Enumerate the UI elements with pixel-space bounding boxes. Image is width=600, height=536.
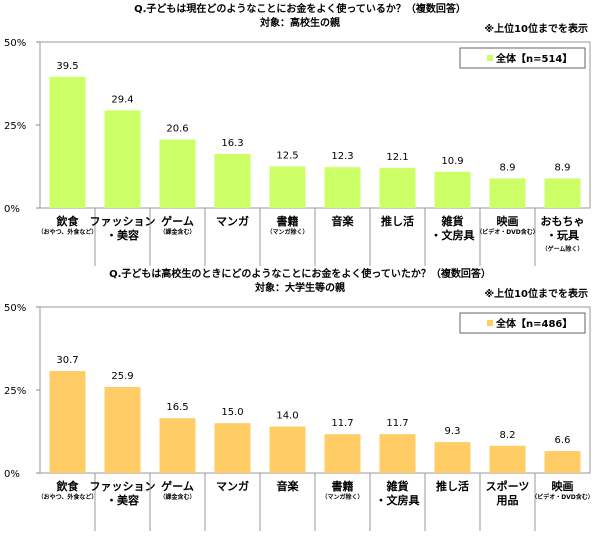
bar xyxy=(214,423,251,473)
y-tick-label: 25% xyxy=(4,386,26,397)
chart-title: Q.子どもは高校生のときにどのようなことにお金をよく使っていたか？（複数回答） xyxy=(109,267,491,280)
category-label: 雑貨 xyxy=(386,479,409,493)
bar xyxy=(214,153,251,208)
bar xyxy=(324,167,361,208)
data-label: 11.7 xyxy=(386,418,408,429)
y-tick-label: 0% xyxy=(4,204,20,215)
legend-label: 全体【n=514】 xyxy=(495,52,572,65)
bar xyxy=(49,371,86,473)
bar xyxy=(489,445,526,473)
category-label: おもちゃ xyxy=(541,215,585,228)
category-label: マンガ xyxy=(216,479,249,493)
bar xyxy=(434,442,471,473)
category-label: （おやつ、外食など） xyxy=(38,493,98,501)
data-label: 12.1 xyxy=(386,152,408,163)
category-label: 音楽 xyxy=(277,479,300,493)
category-label: （ビデオ・DVD含む） xyxy=(476,228,539,236)
legend-box xyxy=(459,47,586,69)
legend-label: 全体【n=486】 xyxy=(495,317,572,330)
bar xyxy=(544,451,581,473)
data-label: 25.9 xyxy=(111,371,133,382)
category-label: （課金含む） xyxy=(159,493,195,501)
bar xyxy=(379,167,416,208)
bar xyxy=(104,387,141,473)
data-label: 12.5 xyxy=(276,151,298,162)
category-label: （ゲーム除く） xyxy=(542,245,584,253)
category-label: 書籍 xyxy=(332,479,354,493)
category-label: スポーツ xyxy=(486,479,530,493)
bar xyxy=(379,434,416,473)
data-label: 15.0 xyxy=(221,407,243,418)
category-label: 書籍 xyxy=(277,214,299,228)
category-label: （課金含む） xyxy=(159,228,195,236)
legend-swatch xyxy=(487,320,493,326)
category-label: 飲食 xyxy=(56,479,80,493)
category-label: ・玩具 xyxy=(546,229,579,242)
y-tick-label: 50% xyxy=(4,38,26,49)
bar xyxy=(269,426,306,473)
category-label: 映画 xyxy=(552,479,574,493)
category-label: （おやつ、外食など） xyxy=(38,228,98,236)
category-label: 推し活 xyxy=(436,479,469,493)
category-label: 音楽 xyxy=(332,214,355,228)
category-label: 用品 xyxy=(497,494,519,507)
chart-subtitle: 対象：大学生等の親 xyxy=(254,281,345,294)
chart-title: Q.子どもは現在どのようなことにお金をよく使っているか？（複数回答） xyxy=(134,2,466,15)
bar xyxy=(269,166,306,208)
category-label: ・美容 xyxy=(106,228,139,242)
bar xyxy=(324,434,361,473)
category-label: ゲーム xyxy=(161,214,194,228)
data-label: 16.5 xyxy=(166,402,188,413)
bar xyxy=(434,171,471,208)
y-tick-label: 0% xyxy=(4,469,20,480)
category-label: 雑貨 xyxy=(441,214,464,228)
data-label: 9.3 xyxy=(445,426,461,437)
bar xyxy=(489,178,526,208)
bar xyxy=(49,76,86,208)
data-label: 6.6 xyxy=(555,435,571,446)
data-label: 12.3 xyxy=(331,151,353,162)
data-label: 11.7 xyxy=(331,418,353,429)
data-label: 39.5 xyxy=(56,61,78,72)
bar xyxy=(104,110,141,208)
bar xyxy=(159,139,196,208)
legend-swatch xyxy=(487,55,493,61)
category-label: ゲーム xyxy=(161,479,194,493)
category-label: マンガ xyxy=(216,214,249,228)
data-label: 10.9 xyxy=(441,156,463,167)
legend-box xyxy=(459,312,586,334)
data-label: 16.3 xyxy=(221,138,243,149)
category-label: ・美容 xyxy=(106,493,139,507)
category-label: 飲食 xyxy=(56,214,80,228)
category-label: ファッション xyxy=(90,215,156,228)
category-label: （マンガ除く） xyxy=(266,228,308,236)
y-tick-label: 25% xyxy=(4,121,26,132)
category-label: （ビデオ・DVD含む） xyxy=(531,493,594,501)
chart-subtitle: 対象：高校生の親 xyxy=(259,16,340,29)
data-label: 20.6 xyxy=(166,124,188,135)
category-label: ・文房具 xyxy=(431,228,475,242)
chart-note: ※上位10位までを表示 xyxy=(484,287,588,300)
legend: 全体【n=486】 xyxy=(459,312,586,334)
data-label: 30.7 xyxy=(56,355,78,366)
data-label: 8.2 xyxy=(500,430,516,441)
legend: 全体【n=514】 xyxy=(459,47,586,69)
data-label: 8.9 xyxy=(555,162,571,173)
data-label: 8.9 xyxy=(500,162,516,173)
chart-1: Q.子どもは現在どのようなことにお金をよく使っているか？（複数回答）対象：高校生… xyxy=(4,2,591,266)
data-label: 14.0 xyxy=(276,411,298,422)
category-label: 映画 xyxy=(497,214,519,228)
category-label: （マンガ除く） xyxy=(321,493,363,501)
category-label: 推し活 xyxy=(381,214,414,228)
category-label: ・文房具 xyxy=(376,493,420,507)
chart-note: ※上位10位までを表示 xyxy=(484,22,588,35)
y-tick-label: 50% xyxy=(4,303,26,314)
category-label: ファッション xyxy=(90,480,156,493)
data-label: 29.4 xyxy=(111,94,133,105)
bar xyxy=(544,178,581,208)
chart-2: Q.子どもは高校生のときにどのようなことにお金をよく使っていたか？（複数回答）対… xyxy=(4,267,594,531)
bar xyxy=(159,418,196,473)
